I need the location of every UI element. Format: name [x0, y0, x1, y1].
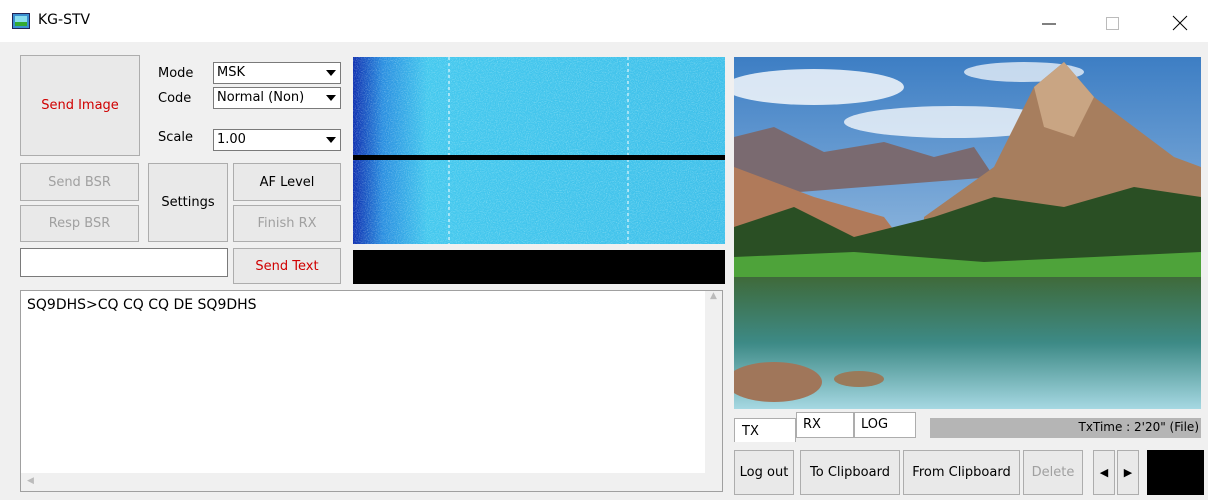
tab-log[interactable]: LOG — [854, 412, 916, 438]
delete-button[interactable]: Delete — [1023, 450, 1083, 495]
from-clipboard-button[interactable]: From Clipboard — [903, 450, 1020, 495]
to-clipboard-button[interactable]: To Clipboard — [800, 450, 900, 495]
scale-combo[interactable]: 1.00 — [213, 129, 341, 151]
level-bar — [353, 250, 725, 284]
settings-button[interactable]: Settings — [148, 163, 228, 242]
app-window: KG-STV Send Image Mode MSK Code Normal (… — [0, 0, 1208, 500]
scale-label: Scale — [158, 128, 193, 148]
mode-label: Mode — [158, 64, 193, 84]
resp-bsr-button[interactable]: Resp BSR — [20, 205, 139, 242]
send-image-button[interactable]: Send Image — [20, 55, 140, 156]
code-label: Code — [158, 89, 191, 109]
log-textarea[interactable]: SQ9DHS>CQ CQ CQ DE SQ9DHS ▲ ◀ — [20, 290, 723, 492]
send-bsr-button[interactable]: Send BSR — [20, 163, 139, 201]
title-bar: KG-STV — [0, 0, 1208, 42]
finish-rx-button[interactable]: Finish RX — [233, 205, 341, 242]
waterfall — [353, 57, 725, 244]
log-out-button[interactable]: Log out — [734, 450, 794, 495]
horizontal-scrollbar[interactable]: ◀ — [21, 473, 722, 491]
log-text: SQ9DHS>CQ CQ CQ DE SQ9DHS — [27, 297, 257, 313]
window-title: KG-STV — [38, 12, 90, 28]
prev-button[interactable]: ◀ — [1093, 450, 1115, 495]
thumbnail — [1147, 450, 1204, 495]
image-preview — [734, 57, 1201, 409]
window-controls[interactable] — [1030, 10, 1200, 34]
app-icon — [12, 13, 30, 29]
text-input[interactable] — [20, 248, 228, 277]
code-combo[interactable]: Normal (Non) — [213, 87, 341, 109]
mode-combo[interactable]: MSK — [213, 62, 341, 84]
af-level-button[interactable]: AF Level — [233, 163, 341, 201]
vertical-scrollbar[interactable]: ▲ — [705, 291, 722, 473]
tab-tx[interactable]: TX — [734, 418, 796, 442]
status-bar: TxTime : 2'20" (File) — [930, 418, 1201, 438]
tab-rx[interactable]: RX — [796, 412, 854, 438]
next-button[interactable]: ▶ — [1117, 450, 1139, 495]
send-text-button[interactable]: Send Text — [233, 248, 341, 284]
